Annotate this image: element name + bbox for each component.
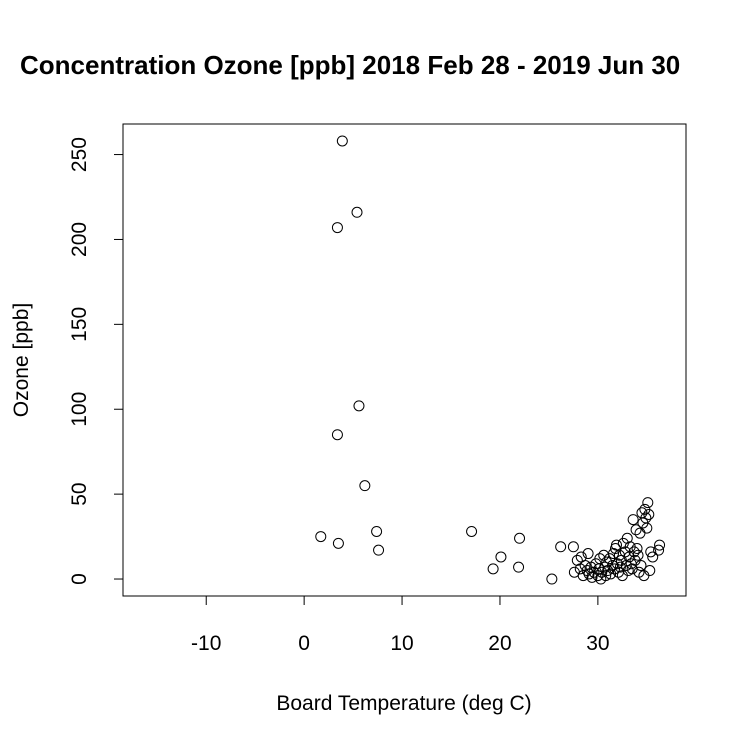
x-tick-label: 30 xyxy=(586,632,609,655)
data-point xyxy=(582,548,594,560)
data-point xyxy=(628,546,640,558)
data-point xyxy=(315,531,327,543)
data-point xyxy=(643,509,655,521)
y-tick-label: 100 xyxy=(68,392,91,427)
y-tick-label: 200 xyxy=(68,222,91,257)
x-tick-label: 0 xyxy=(298,632,310,655)
data-point xyxy=(627,514,639,526)
data-point xyxy=(653,544,665,556)
x-axis-label: Board Temperature (deg C) xyxy=(276,692,531,715)
data-point xyxy=(630,524,642,536)
y-axis: 0 50 100 150 200 250 xyxy=(68,137,124,585)
data-point xyxy=(336,135,348,147)
data-point xyxy=(353,400,365,412)
data-point xyxy=(614,561,626,573)
data-point xyxy=(331,429,343,441)
data-point xyxy=(644,565,656,577)
data-point xyxy=(647,551,659,563)
data-point xyxy=(645,546,657,558)
data-point xyxy=(487,563,499,575)
data-point xyxy=(642,497,654,509)
data-point xyxy=(583,568,595,580)
data-point xyxy=(592,570,604,582)
data-point xyxy=(586,571,598,583)
x-tick-label: 10 xyxy=(390,632,413,655)
data-point xyxy=(495,551,507,563)
data-point xyxy=(600,570,612,582)
y-tick-label: 250 xyxy=(68,137,91,172)
data-point xyxy=(514,532,526,544)
y-tick-label: 50 xyxy=(68,482,91,505)
x-axis: -10 0 10 20 30 xyxy=(191,595,610,655)
x-tick-label: 20 xyxy=(488,632,511,655)
data-point xyxy=(332,537,344,549)
plot-frame xyxy=(122,123,687,597)
data-point xyxy=(371,525,383,537)
data-point xyxy=(641,522,653,534)
data-point xyxy=(601,556,613,568)
data-point xyxy=(654,539,666,551)
y-tick-label: 150 xyxy=(68,307,91,342)
data-points xyxy=(315,135,666,585)
data-point xyxy=(632,549,644,561)
y-tick-label: 0 xyxy=(68,573,91,585)
y-axis-label: Ozone [ppb] xyxy=(10,303,33,417)
data-point xyxy=(567,541,579,553)
data-point xyxy=(610,539,622,551)
x-tick-label: -10 xyxy=(191,632,221,655)
data-point xyxy=(331,222,343,234)
data-point xyxy=(555,541,567,553)
data-point xyxy=(351,206,363,218)
data-point xyxy=(513,561,525,573)
data-point xyxy=(359,480,371,492)
data-point xyxy=(631,542,643,554)
data-point xyxy=(546,573,558,585)
data-point xyxy=(466,525,478,537)
data-point xyxy=(635,559,647,571)
data-point xyxy=(373,544,385,556)
chart-title: Concentration Ozone [ppb] 2018 Feb 28 - … xyxy=(20,50,680,80)
data-point xyxy=(611,558,623,570)
